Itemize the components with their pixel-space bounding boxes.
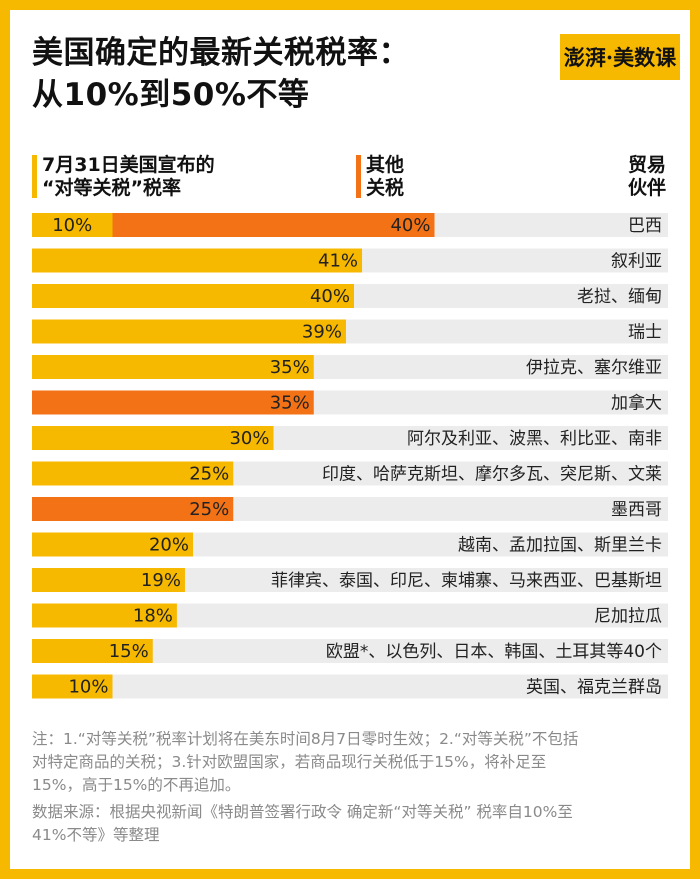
legend-partner-line-2: 伙伴 xyxy=(627,177,666,199)
title-line-2: 从10%到50%不等 xyxy=(32,77,310,113)
footnote-line-2: 对特定商品的关税；3.针对欧盟国家，若商品现行关税低于15%，将补足至 xyxy=(32,753,547,771)
partner-label: 瑞士 xyxy=(628,323,662,343)
brand-text: 澎湃·美数课 xyxy=(563,45,677,70)
data-source: 数据来源：根据央视新闻《特朗普签署行政令 确定新“对等关税” 税率自10%至 4… xyxy=(32,801,682,847)
bar-reciprocal xyxy=(32,497,234,521)
bar-reciprocal xyxy=(32,319,346,344)
row-background xyxy=(32,674,668,699)
footnote-line-1: 注：1.“对等关税”税率计划将在美东时间8月7日零时生效；2.“对等关税”不包括 xyxy=(32,730,579,748)
bar-value-label: 18% xyxy=(133,606,173,627)
partner-label: 菲律宾、泰国、印尼、柬埔寨、马来西亚、巴基斯坦 xyxy=(271,571,662,591)
bar-value-label: 10% xyxy=(68,677,108,698)
bar-reciprocal xyxy=(32,248,363,273)
page-title: 美国确定的最新关税税率： 从10%到50%不等 xyxy=(32,32,410,116)
bar-reciprocal xyxy=(32,426,274,450)
footnote-line-3: 15%，高于15%的不再追加。 xyxy=(32,776,241,794)
legend-other-swatch xyxy=(356,155,361,198)
tariff-bar-chart: 10% 40% 巴西 41% 叙利亚 40% 老挝、缅甸 39% 瑞士 35% 伊拉克、塞尔维亚 35… xyxy=(32,213,668,699)
partner-label: 阿尔及利亚、波黑、利比亚、南非 xyxy=(407,429,662,449)
bar-reciprocal xyxy=(32,390,314,415)
partner-label: 欧盟*、以色列、日本、韩国、土耳其等40个 xyxy=(326,642,662,662)
bar-reciprocal xyxy=(32,639,153,663)
partner-label: 叙利亚 xyxy=(611,252,662,272)
infographic-card: 美国确定的最新关税税率： 从10%到50%不等 澎湃·美数课 7月31日美国宣布… xyxy=(10,10,690,869)
legend-reciprocal-swatch xyxy=(32,155,37,198)
legend-reciprocal: 7月31日美国宣布的 “对等关税”税率 xyxy=(42,154,215,200)
partner-label: 墨西哥 xyxy=(611,500,662,520)
bar-value-label: 20% xyxy=(149,535,189,556)
bar-reciprocal xyxy=(32,355,314,379)
bar-value-label: 15% xyxy=(109,641,149,662)
bar-value-label: 25% xyxy=(189,499,229,520)
bar-value-label: 19% xyxy=(141,570,181,591)
data-source-line-1: 数据来源：根据央视新闻《特朗普签署行政令 确定新“对等关税” 税率自10%至 xyxy=(32,803,573,821)
bar-value-label: 30% xyxy=(229,428,269,449)
bar-reciprocal xyxy=(32,532,193,557)
partner-label: 英国、福克兰群岛 xyxy=(526,678,662,698)
bar-value-label: 35% xyxy=(270,357,310,378)
partner-label: 巴西 xyxy=(628,216,662,236)
bar-reciprocal xyxy=(32,603,177,628)
partner-label: 加拿大 xyxy=(611,393,662,414)
legend-partner-line-1: 贸易 xyxy=(627,154,666,176)
partner-label: 越南、孟加拉国、斯里兰卡 xyxy=(458,536,662,556)
data-source-line-2: 41%不等》等整理 xyxy=(32,826,160,844)
bar-value-label: 40% xyxy=(390,215,430,236)
legend-reciprocal-line-1: 7月31日美国宣布的 xyxy=(42,154,215,176)
bar-reciprocal xyxy=(32,674,113,699)
brand-logo: 澎湃·美数课 xyxy=(560,34,680,80)
legend-other-line-1: 其他 xyxy=(366,154,405,176)
footnote: 注：1.“对等关税”税率计划将在美东时间8月7日零时生效；2.“对等关税”不包括… xyxy=(32,728,682,797)
partner-label: 老挝、缅甸 xyxy=(577,287,662,307)
bar-reciprocal xyxy=(32,213,113,237)
title-line-1: 美国确定的最新关税税率： xyxy=(32,35,410,71)
bar-reciprocal xyxy=(32,284,354,308)
bar-value-label: 35% xyxy=(270,393,310,414)
partner-label: 伊拉克、塞尔维亚 xyxy=(526,358,662,378)
partner-label: 印度、哈萨克斯坦、摩尔多瓦、突尼斯、文莱 xyxy=(322,465,662,485)
bar-reciprocal xyxy=(32,461,234,486)
legend-reciprocal-line-2: “对等关税”税率 xyxy=(42,177,181,199)
legend-partner: 贸易 伙伴 xyxy=(628,154,666,200)
partner-label: 尼加拉瓜 xyxy=(594,607,662,627)
legend-other: 其他 关税 xyxy=(366,154,404,200)
legend-other-line-2: 关税 xyxy=(366,177,405,199)
bar-reciprocal xyxy=(32,568,185,592)
bar-other xyxy=(112,213,435,237)
bar-value-label: 40% xyxy=(310,286,350,307)
bar-reciprocal-label: 10% xyxy=(52,215,92,236)
bar-value-label: 41% xyxy=(318,251,358,272)
bar-value-label: 39% xyxy=(302,322,342,343)
bar-value-label: 25% xyxy=(189,464,229,485)
